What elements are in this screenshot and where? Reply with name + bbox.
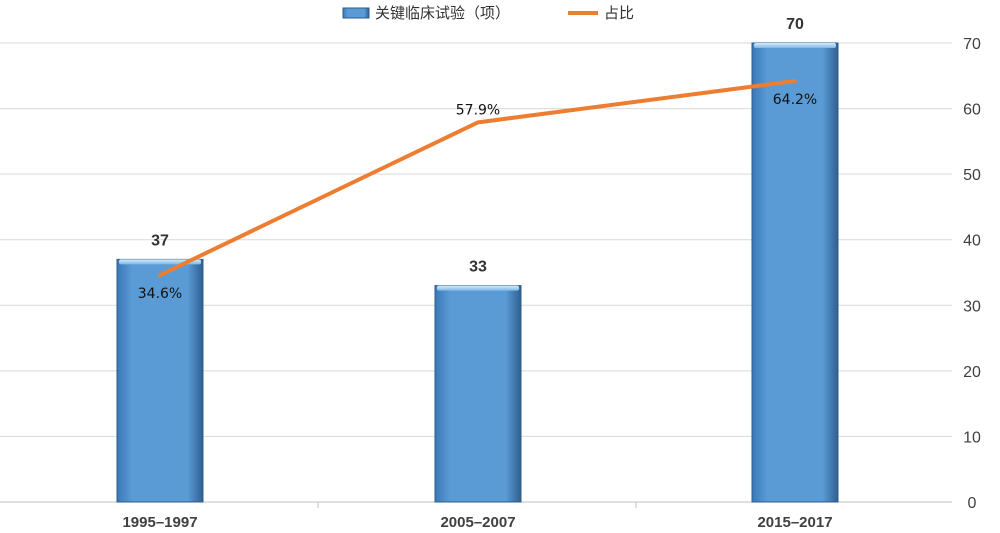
x-category-label: 1995–1997 [122, 514, 197, 531]
legend: 关键临床试验（项） 占比 [342, 4, 634, 22]
y-tick-label: 0 [968, 495, 977, 512]
y-tick-label: 30 [963, 298, 981, 315]
legend-item-line: 占比 [568, 4, 634, 22]
y-tick-label: 60 [963, 102, 981, 119]
legend-bar-swatch [342, 7, 370, 19]
bar-value-label: 37 [151, 232, 169, 249]
axes: 0 10 20 30 40 50 60 70 1995–1997 2005–2007 2015–20… [122, 36, 981, 531]
y-tick-label: 40 [963, 233, 981, 250]
y-tick-label: 10 [963, 429, 981, 446]
y-tick-label: 50 [963, 167, 981, 184]
bar [751, 42, 839, 503]
line-value-label: 57.9% [456, 102, 500, 118]
y-tick-label: 20 [963, 364, 981, 381]
x-category-label: 2005–2007 [440, 514, 515, 531]
bar-value-label: 70 [786, 16, 804, 33]
bars [116, 42, 839, 503]
bar-cap [754, 43, 836, 48]
y-tick-label: 70 [963, 36, 981, 53]
legend-bar-label: 关键临床试验（项） [375, 4, 510, 22]
line-value-label: 34.6% [138, 286, 182, 302]
legend-line-label: 占比 [604, 4, 634, 22]
data-labels: 37 33 70 34.6% 57.9% 64.2% [138, 16, 817, 302]
x-category-label: 2015–2017 [757, 514, 832, 531]
ratio-line [158, 79, 797, 278]
bar-cap [437, 285, 519, 291]
bar [434, 285, 522, 503]
bar-body [434, 285, 522, 503]
bar-value-label: 33 [469, 259, 487, 276]
bar-body [751, 42, 839, 503]
line-value-label: 64.2% [773, 92, 817, 108]
bar-body [116, 258, 204, 503]
legend-item-bar: 关键临床试验（项） [342, 4, 510, 22]
